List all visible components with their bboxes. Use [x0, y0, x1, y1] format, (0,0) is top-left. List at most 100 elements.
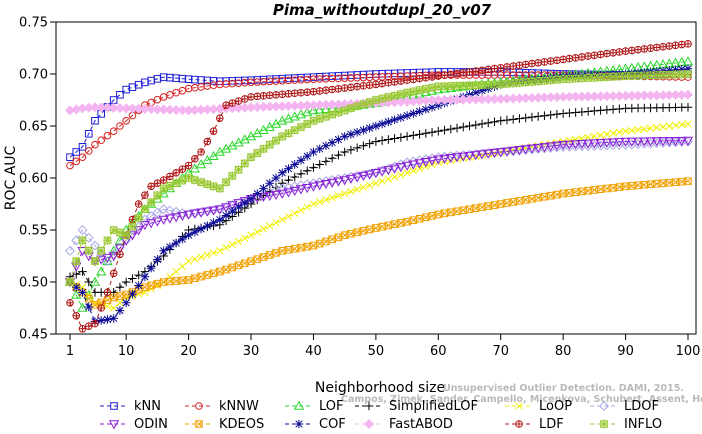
data-point [378, 222, 386, 231]
data-point [527, 112, 537, 122]
data-point [215, 215, 225, 224]
data-point [147, 281, 155, 290]
data-point [253, 255, 262, 263]
data-point [277, 189, 288, 199]
data-point [116, 91, 124, 99]
data-point [589, 139, 600, 149]
data-point [165, 181, 175, 191]
data-point [309, 87, 318, 96]
data-point [433, 155, 444, 165]
data-point [628, 182, 636, 190]
data-point [108, 420, 120, 430]
data-point [322, 86, 330, 94]
data-point [84, 277, 94, 287]
data-point [384, 221, 393, 230]
data-point [347, 83, 355, 92]
data-point [359, 141, 368, 151]
legend-item-knnw: kNNW [185, 399, 259, 414]
data-point [628, 46, 636, 55]
data-point [665, 42, 674, 50]
data-point [515, 402, 523, 410]
data-point [265, 251, 274, 259]
data-point [664, 137, 675, 147]
data-point [283, 188, 294, 198]
data-point [272, 219, 280, 227]
data-point [293, 400, 305, 410]
data-point [434, 100, 443, 110]
data-point [164, 104, 175, 115]
data-point [277, 168, 287, 178]
data-point [195, 208, 207, 218]
x-tick-label: 1 [66, 344, 74, 359]
data-point [134, 270, 143, 280]
data-point [565, 54, 574, 63]
data-point [415, 107, 424, 116]
data-point [177, 105, 188, 116]
y-tick-label: 0.60 [19, 172, 48, 187]
data-point [297, 206, 305, 214]
data-point [71, 282, 81, 292]
data-point [402, 88, 412, 98]
data-point [565, 189, 574, 197]
data-point [139, 221, 151, 231]
data-point [128, 83, 137, 91]
data-point [234, 165, 243, 174]
data-point [483, 118, 493, 128]
data-point [352, 127, 362, 137]
data-point [684, 40, 692, 48]
data-point [409, 131, 418, 140]
data-point [91, 117, 99, 125]
data-point [145, 198, 157, 208]
data-point [515, 114, 524, 123]
data-point [659, 179, 667, 187]
data-point [608, 105, 618, 114]
data-point [253, 92, 262, 101]
data-point [553, 56, 561, 64]
data-point [609, 183, 617, 192]
data-point [372, 80, 380, 89]
data-point [97, 136, 106, 145]
data-point [403, 169, 411, 177]
data-point [315, 114, 324, 124]
data-point [496, 64, 505, 72]
data-point [109, 314, 118, 323]
data-point [309, 200, 318, 208]
data-point [347, 187, 355, 196]
data-point [590, 186, 599, 194]
data-point [557, 140, 569, 151]
data-point [409, 109, 418, 118]
data-point [339, 176, 350, 186]
data-point [546, 191, 555, 200]
data-point [377, 94, 387, 103]
data-point [327, 153, 337, 163]
data-point [90, 256, 100, 266]
data-point [183, 210, 194, 220]
data-point [96, 316, 106, 325]
data-point [197, 148, 205, 156]
data-point [322, 237, 330, 246]
data-point [216, 267, 224, 276]
data-point [103, 131, 112, 140]
y-tick-label: 0.75 [19, 16, 48, 31]
data-point [603, 49, 611, 58]
data-point [390, 115, 399, 125]
data-point [77, 302, 88, 312]
data-point [96, 255, 107, 265]
data-point [471, 67, 480, 75]
series-simplifiedlof [65, 102, 693, 297]
data-point [128, 274, 137, 283]
legend-label: SimplifiedLOF [389, 399, 478, 414]
data-point [383, 166, 394, 176]
data-point [284, 90, 293, 98]
data-point [116, 299, 124, 307]
data-point [271, 173, 281, 183]
data-point [153, 281, 162, 290]
data-point [396, 133, 406, 142]
data-point [134, 281, 143, 290]
data-point [534, 59, 542, 67]
data-point [646, 44, 655, 52]
legend-label: INFLO [624, 417, 662, 432]
data-point [141, 191, 149, 199]
data-point [503, 199, 511, 207]
